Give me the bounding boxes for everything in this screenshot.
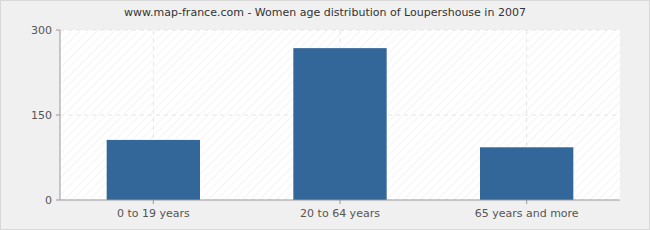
x-tick-label: 0 to 19 years <box>117 207 190 220</box>
bar <box>293 48 386 200</box>
y-tick-label: 300 <box>31 24 52 37</box>
background <box>1 1 650 230</box>
bar <box>107 140 200 200</box>
x-tick-label: 20 to 64 years <box>300 207 380 220</box>
y-axis <box>60 30 61 200</box>
bars <box>107 48 574 200</box>
tick-mark <box>56 115 60 116</box>
title: www.map-france.com - Women age distribut… <box>124 6 526 19</box>
tick-mark <box>56 200 60 201</box>
x-tick-mark <box>526 200 527 204</box>
plot-area <box>60 30 620 200</box>
y-tick-label: 150 <box>31 109 52 122</box>
y-tick-label: 0 <box>45 194 52 207</box>
tick-mark <box>56 30 60 31</box>
bar <box>480 147 573 200</box>
x-tick-mark <box>153 200 154 204</box>
x-tick-label: 65 years and more <box>475 207 579 220</box>
x-tick-mark <box>340 200 341 204</box>
chart: www.map-france.com - Women age distribut… <box>0 0 650 230</box>
